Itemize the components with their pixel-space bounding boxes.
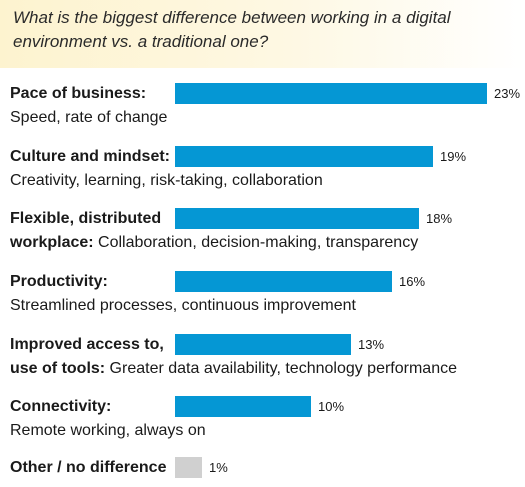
bar: [175, 334, 351, 355]
category-subtitle: Remote working, always on: [10, 422, 206, 439]
value-label: 23%: [494, 86, 521, 101]
category-subtitle: Speed, rate of change: [10, 109, 168, 126]
value-label: 13%: [358, 337, 385, 352]
category-subtitle: Creativity, learning, risk-taking, colla…: [10, 172, 323, 189]
value-label: 1%: [209, 460, 228, 475]
category-subtitle: Streamlined processes, continuous improv…: [10, 297, 356, 314]
bar: [175, 271, 392, 292]
value-label: 18%: [426, 211, 453, 226]
category-description: Remote working, always on: [10, 421, 206, 441]
category-label: Other / no difference: [10, 459, 167, 476]
value-label: 19%: [440, 149, 467, 164]
category-label: Improved access to,: [10, 336, 164, 353]
bar: [175, 146, 433, 167]
value-label: 10%: [318, 399, 345, 414]
bar: [175, 83, 487, 104]
bar: [175, 396, 311, 417]
category-subtitle: Collaboration, decision-making, transpar…: [93, 234, 419, 251]
category-label: Culture and mindset:: [10, 148, 171, 165]
survey-question: What is the biggest difference between w…: [13, 8, 451, 51]
category-label: Connectivity:: [10, 398, 112, 415]
category-label: Productivity:: [10, 273, 108, 290]
category-description: Speed, rate of change: [10, 108, 167, 128]
category-description: use of tools: Greater data availability,…: [10, 359, 457, 379]
bar: [175, 208, 419, 229]
category-label: Pace of business:: [10, 85, 147, 102]
category-description: workplace: Collaboration, decision-makin…: [10, 233, 418, 253]
bar: [175, 457, 202, 478]
value-label: 16%: [399, 274, 426, 289]
category-label: Flexible, distributed: [10, 210, 162, 227]
category-description: Creativity, learning, risk-taking, colla…: [10, 171, 323, 191]
category-label-continued: workplace:: [10, 234, 94, 251]
question-box: What is the biggest difference between w…: [0, 0, 525, 68]
category-label-continued: use of tools:: [10, 360, 106, 377]
category-subtitle: Greater data availability, technology pe…: [105, 360, 457, 377]
category-description: Streamlined processes, continuous improv…: [10, 296, 356, 316]
